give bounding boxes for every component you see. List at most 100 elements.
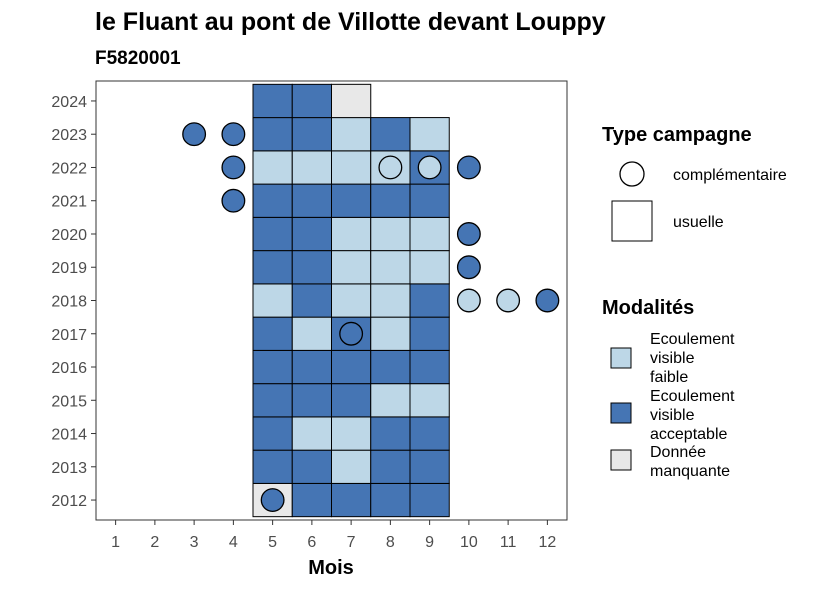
x-axis-title: Mois (308, 557, 354, 579)
y-tick-label: 2023 (51, 127, 87, 144)
tile-2017-8 (370, 316, 411, 351)
y-tick-label: 2021 (51, 194, 87, 211)
tile-2024-6 (291, 83, 332, 119)
legend-complementaire-label: complémentaire (673, 167, 787, 184)
x-tick-label: 10 (460, 534, 478, 551)
x-tick-label: 2 (150, 534, 159, 551)
tile-2015-8 (370, 383, 411, 418)
y-tick-label: 2018 (51, 294, 87, 311)
tile-2016-8 (370, 349, 411, 385)
point-2018-12 (535, 288, 560, 313)
point-2018-11 (496, 288, 521, 313)
point-2023-4 (221, 122, 246, 147)
y-tick-label: 2015 (51, 393, 87, 410)
legend-modalite-label: faible (650, 369, 688, 386)
legend-modalite-label: Ecoulement (650, 331, 735, 348)
y-tick-label: 2012 (51, 493, 87, 510)
tile-2024-5 (252, 83, 293, 119)
legend-modalite-key (610, 347, 632, 369)
tile-2013-9 (409, 449, 450, 484)
point-2022-10 (456, 155, 481, 180)
legend-modalite-key (610, 402, 632, 424)
x-tick-label: 11 (500, 534, 517, 551)
legend-modalite-label: Donnée (650, 444, 706, 461)
x-tick-label: 4 (229, 534, 238, 551)
point-2023-3 (182, 122, 207, 147)
legend-modalite-label: visible (650, 350, 695, 367)
tile-2024-7 (331, 83, 372, 119)
legend-modalite-label: visible (650, 407, 695, 424)
y-axis: 2012 2013 2014 2015 2016 2017 2018 2019 2020 2021… (51, 94, 96, 510)
tile-2018-7 (331, 283, 372, 318)
tile-2016-9 (409, 349, 450, 385)
tile-2017-5 (252, 316, 293, 351)
tile-2016-5 (252, 349, 293, 385)
tile-2013-8 (370, 449, 411, 484)
y-tick-label: 2022 (51, 160, 87, 177)
point-2021-4 (221, 188, 246, 213)
tile-2023-9 (409, 117, 450, 152)
point-2012-5 (260, 488, 285, 513)
point-2022-9 (417, 155, 442, 180)
tile-2019-9 (409, 250, 450, 285)
x-tick-label: 12 (538, 534, 556, 551)
tile-2014-9 (409, 416, 450, 451)
point-2017-7 (339, 321, 364, 346)
x-axis: 1 2 3 4 5 6 7 8 9 10 11 12 (111, 520, 556, 551)
point-2020-10 (456, 222, 481, 246)
tile-2015-9 (409, 383, 450, 418)
tile-2012-7 (331, 482, 372, 518)
point-2019-10 (456, 255, 481, 280)
tile-2020-8 (370, 216, 411, 252)
tile-2022-5 (252, 150, 293, 185)
legend-modalite-key (610, 449, 632, 471)
tile-2019-5 (252, 250, 293, 285)
tile-2018-9 (409, 283, 450, 318)
tile-2018-6 (291, 283, 332, 318)
tile-2023-6 (291, 117, 332, 152)
y-tick-label: 2014 (51, 427, 87, 444)
tile-2023-7 (331, 117, 372, 152)
point-2018-10 (456, 288, 481, 313)
tile-2021-5 (252, 183, 293, 218)
tile-2014-6 (291, 416, 332, 451)
tile-2014-8 (370, 416, 411, 451)
tile-2014-5 (252, 416, 293, 451)
tile-2012-6 (291, 482, 332, 518)
tile-2013-5 (252, 449, 293, 484)
legend-complementaire-key (619, 161, 645, 187)
tile-2019-8 (370, 250, 411, 285)
y-tick-label: 2013 (51, 460, 87, 477)
x-tick-label: 7 (347, 534, 356, 551)
tile-2016-7 (331, 349, 372, 385)
tile-2015-7 (331, 383, 372, 418)
tile-2022-7 (331, 150, 372, 185)
chart-subtitle: F5820001 (95, 48, 181, 69)
tile-2017-6 (291, 316, 332, 351)
legend-usuelle-label: usuelle (673, 214, 724, 231)
y-tick-label: 2017 (51, 327, 87, 344)
chart-title: le Fluant au pont de Villotte devant Lou… (95, 8, 606, 36)
tile-2020-5 (252, 216, 293, 252)
x-tick-label: 8 (386, 534, 395, 551)
x-tick-label: 3 (190, 534, 199, 551)
tile-2020-7 (331, 216, 372, 252)
y-tick-label: 2016 (51, 360, 87, 377)
legend-modalite-label: manquante (650, 463, 730, 480)
tile-2017-9 (409, 316, 450, 351)
tile-2023-8 (370, 117, 411, 152)
x-tick-label: 5 (268, 534, 277, 551)
tile-2021-8 (370, 183, 411, 218)
tile-2021-6 (291, 183, 332, 218)
point-2022-4 (221, 155, 246, 180)
point-2022-8 (378, 155, 403, 180)
legend-type-title: Type campagne (602, 124, 752, 146)
tile-2019-6 (291, 250, 332, 285)
tile-2021-7 (331, 183, 372, 218)
tile-2019-7 (331, 250, 372, 285)
tile-2015-5 (252, 383, 293, 418)
legend: Type campagne complémentaire usuelle Modali… (602, 124, 787, 480)
x-tick-label: 9 (425, 534, 434, 551)
tile-2023-5 (252, 117, 293, 152)
